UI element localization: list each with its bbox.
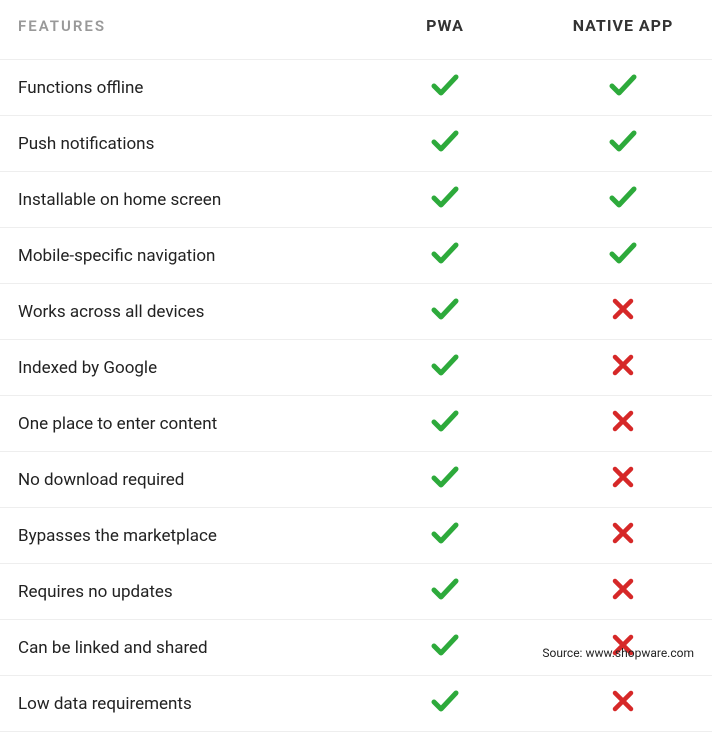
table-row: Installable on home screen [0,172,712,228]
pwa-cell [356,228,534,284]
cross-icon [612,298,634,320]
comparison-table-wrapper: FEATURES PWA NATIVE APP Functions offlin… [0,0,712,732]
native-cell [534,172,712,228]
pwa-cell [356,60,534,116]
check-icon [431,354,459,376]
native-cell [534,396,712,452]
native-cell [534,508,712,564]
native-column-header: NATIVE APP [534,0,712,60]
feature-label: Push notifications [0,116,356,172]
feature-label: Can be linked and shared [0,620,356,676]
pwa-column-header: PWA [356,0,534,60]
pwa-cell [356,340,534,396]
pwa-cell [356,676,534,732]
check-icon [431,634,459,656]
check-icon [609,186,637,208]
source-label: Source: www.shopware.com [542,646,694,660]
pwa-cell [356,172,534,228]
native-cell [534,228,712,284]
cross-icon [612,354,634,376]
feature-label: Requires no updates [0,564,356,620]
check-icon [431,410,459,432]
cross-icon [612,410,634,432]
native-cell [534,676,712,732]
feature-label: Functions offline [0,60,356,116]
check-icon [431,74,459,96]
pwa-cell [356,452,534,508]
check-icon [609,130,637,152]
pwa-cell [356,396,534,452]
check-icon [609,74,637,96]
native-cell [534,284,712,340]
comparison-table: FEATURES PWA NATIVE APP Functions offlin… [0,0,712,732]
native-cell [534,340,712,396]
feature-label: One place to enter content [0,396,356,452]
pwa-cell [356,116,534,172]
feature-label: Low data requirements [0,676,356,732]
cross-icon [612,578,634,600]
native-cell [534,116,712,172]
pwa-cell [356,284,534,340]
pwa-cell [356,620,534,676]
table-row: Requires no updates [0,564,712,620]
table-row: Push notifications [0,116,712,172]
pwa-cell [356,564,534,620]
check-icon [609,242,637,264]
cross-icon [612,522,634,544]
cross-icon [612,690,634,712]
check-icon [431,466,459,488]
table-row: No download required [0,452,712,508]
table-row: Mobile-specific navigation [0,228,712,284]
table-row: Functions offline [0,60,712,116]
table-row: Works across all devices [0,284,712,340]
features-column-header: FEATURES [0,0,356,60]
cross-icon [612,466,634,488]
table-body: Functions offlinePush notificationsInsta… [0,60,712,732]
table-row: Low data requirements [0,676,712,732]
pwa-cell [356,508,534,564]
check-icon [431,578,459,600]
feature-label: No download required [0,452,356,508]
table-header-row: FEATURES PWA NATIVE APP [0,0,712,60]
check-icon [431,690,459,712]
feature-label: Bypasses the marketplace [0,508,356,564]
check-icon [431,130,459,152]
check-icon [431,186,459,208]
check-icon [431,242,459,264]
table-row: One place to enter content [0,396,712,452]
feature-label: Works across all devices [0,284,356,340]
table-row: Indexed by Google [0,340,712,396]
table-row: Bypasses the marketplace [0,508,712,564]
feature-label: Indexed by Google [0,340,356,396]
check-icon [431,522,459,544]
feature-label: Installable on home screen [0,172,356,228]
native-cell [534,60,712,116]
native-cell [534,452,712,508]
native-cell [534,564,712,620]
feature-label: Mobile-specific navigation [0,228,356,284]
check-icon [431,298,459,320]
